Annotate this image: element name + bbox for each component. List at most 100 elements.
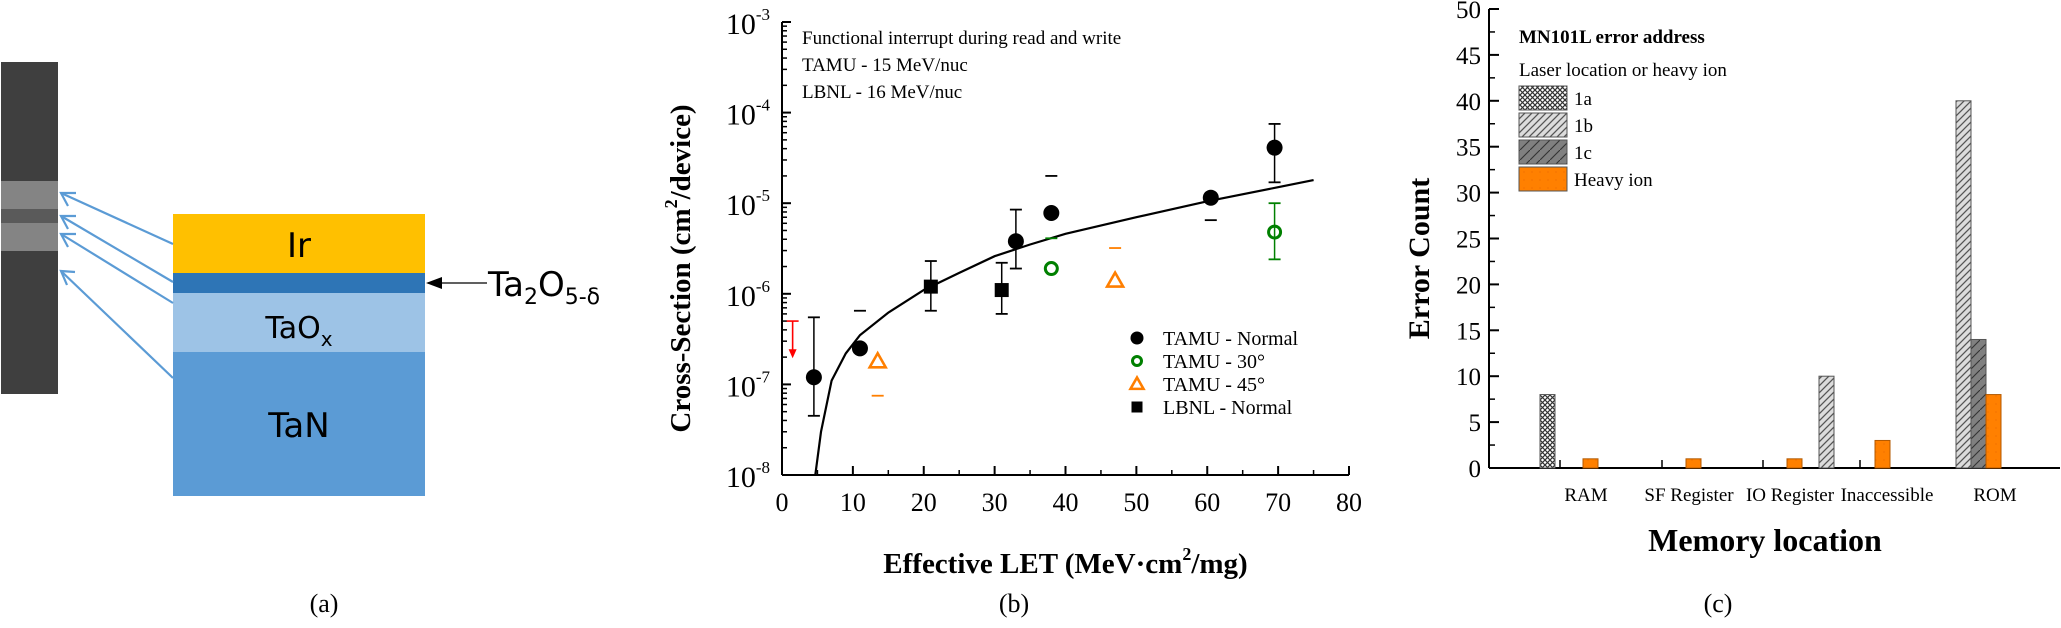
- data-point: [851, 340, 868, 357]
- legend-label: Heavy ion: [1574, 170, 1653, 191]
- annotation-arrowhead-icon: [426, 277, 442, 289]
- y-tick-label: 5: [1469, 410, 1482, 437]
- y-tick-label: 10: [1456, 364, 1481, 391]
- x-tick-label: 40: [1053, 488, 1079, 517]
- legend-subtitle: Laser location or heavy ion: [1519, 60, 1727, 81]
- panel-c: 0 5 10 15 20 25 30 35 40 45 50 Error Count Memory lo…: [1400, 0, 2061, 623]
- layer-stack-diagram: Ir TaOx TaN Ta2O5-δ (a): [1, 62, 600, 618]
- bar-heavy-ion: [1985, 394, 2002, 469]
- layer-ta2o5: [173, 273, 425, 293]
- y-tick-label: 40: [1456, 89, 1481, 116]
- y-tick-label: 10-8: [726, 458, 770, 494]
- legend-swatch: [1518, 112, 1568, 138]
- legend-marker: [1128, 374, 1146, 391]
- bar-heavy-ion: [1786, 458, 1803, 469]
- x-tick-label: IO Register: [1746, 485, 1835, 506]
- bar-1b: [1955, 100, 1972, 469]
- y-tick-label: 10-7: [726, 367, 771, 403]
- layer-tan-label: TaN: [267, 406, 329, 446]
- y-axis-label: Error Count: [1403, 178, 1436, 339]
- panel-c-caption: (c): [1704, 589, 1733, 618]
- y-tick-label: 10-4: [726, 96, 771, 132]
- series-lbnl-normal: [923, 260, 1009, 315]
- legend-label: 1b: [1574, 116, 1593, 137]
- legend-swatch: [1518, 139, 1568, 165]
- data-point: [1202, 189, 1219, 206]
- annotation-text: Functional interrupt during read and wri…: [802, 28, 1121, 49]
- cross-section-chart: 10-8 10-7 10-6 10-5 10-4 10-3 0 10 20 30 40 50 60 70 8…: [661, 5, 1362, 618]
- data-point: [1007, 233, 1024, 250]
- data-point: [1043, 261, 1059, 277]
- x-axis-label: Memory location: [1648, 522, 1882, 558]
- annotation-text: LBNL - 16 MeV/nuc: [802, 82, 962, 103]
- legend-marker: [1130, 331, 1144, 345]
- fit-curve: [814, 179, 1314, 476]
- y-tick-label: 35: [1456, 135, 1481, 162]
- data-point: [1043, 204, 1060, 221]
- legend-label: TAMU - 45°: [1163, 374, 1265, 396]
- series-tamu-normal: [805, 123, 1283, 417]
- mapping-arrows: [59, 191, 174, 379]
- error-count-chart: 0 5 10 15 20 25 30 35 40 45 50 Error Count Memory lo…: [1403, 0, 2060, 618]
- x-tick-label: 70: [1265, 488, 1291, 517]
- panel-b-caption: (b): [999, 589, 1029, 618]
- legend-label: 1c: [1574, 143, 1592, 164]
- x-tick-label: RAM: [1564, 485, 1607, 506]
- bar-1b: [1818, 375, 1835, 469]
- tem-image: [1, 62, 58, 394]
- data-point: [994, 283, 1009, 298]
- y-tick-label: 10-6: [726, 277, 770, 313]
- y-tick-label: 20: [1456, 272, 1481, 299]
- x-tick-label: SF Register: [1644, 485, 1734, 506]
- x-tick-label: 80: [1336, 488, 1362, 517]
- data-point: [1266, 139, 1283, 156]
- y-tick-label: 30: [1456, 181, 1481, 208]
- layer-tan: [173, 352, 425, 496]
- bar-1a: [1539, 394, 1556, 469]
- x-tick-label: 0: [776, 488, 789, 517]
- y-tick-label: 25: [1456, 227, 1481, 254]
- legend-swatch: [1518, 166, 1568, 192]
- series-tamu-30-: [1043, 202, 1283, 277]
- legend-label: TAMU - 30°: [1163, 351, 1265, 373]
- y-tick-label: 45: [1456, 43, 1481, 70]
- x-tick-label: 20: [911, 488, 937, 517]
- ta2o5-label: Ta2O5-δ: [487, 265, 600, 310]
- legend-title: MN101L error address: [1519, 27, 1705, 48]
- legend-swatch: [1518, 85, 1568, 111]
- panel-b: 10-8 10-7 10-6 10-5 10-4 10-3 0 10 20 30 40 50 60 70 8…: [640, 0, 1400, 623]
- series-tamu-45-: [867, 247, 1126, 397]
- panel-a-caption: (a): [310, 589, 339, 618]
- data-point: [867, 350, 888, 369]
- bar-heavy-ion: [1582, 458, 1599, 469]
- data-point: [923, 279, 938, 294]
- y-tick-label: 10-5: [726, 186, 770, 222]
- legend-label: 1a: [1574, 89, 1593, 110]
- data-point: [1104, 269, 1126, 288]
- y-tick-label: 10-3: [726, 5, 770, 41]
- bar-1c: [1970, 338, 1987, 469]
- legend-marker: [1131, 401, 1143, 413]
- x-tick-label: 10: [840, 488, 866, 517]
- y-tick-label: 0: [1469, 456, 1482, 483]
- legend: MN101L error address Laser location or he…: [1518, 27, 1727, 192]
- layer-ir-label: Ir: [287, 226, 311, 266]
- x-tick-label: ROM: [1973, 485, 2016, 506]
- bar-heavy-ion: [1685, 458, 1702, 469]
- legend-label: LBNL - Normal: [1163, 397, 1293, 419]
- x-tick-label: 30: [982, 488, 1008, 517]
- layer-ir: [173, 214, 425, 273]
- x-tick-label: 50: [1123, 488, 1149, 517]
- layer-taox-label: TaOx: [264, 311, 332, 351]
- data-point: [805, 369, 822, 386]
- panel-a: Ir TaOx TaN Ta2O5-δ (a): [0, 0, 640, 623]
- down-arrow-icon: [788, 349, 797, 359]
- x-axis-label: Effective LET (MeV·cm2/mg): [883, 544, 1247, 580]
- y-tick-label: 50: [1456, 0, 1481, 24]
- x-tick-label: Inaccessible: [1841, 485, 1934, 506]
- data-point: [1267, 224, 1283, 240]
- legend-marker: [1131, 355, 1143, 367]
- annotation-text: TAMU - 15 MeV/nuc: [802, 55, 968, 76]
- y-tick-label: 15: [1456, 318, 1481, 345]
